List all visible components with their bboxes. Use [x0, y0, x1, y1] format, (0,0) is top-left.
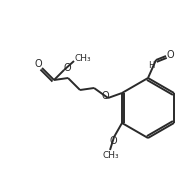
Text: O: O [166, 50, 174, 60]
Text: CH₃: CH₃ [103, 152, 119, 161]
Text: O: O [63, 63, 71, 73]
Text: O: O [101, 91, 109, 101]
Text: O: O [109, 136, 117, 146]
Text: H: H [148, 60, 154, 70]
Text: CH₃: CH₃ [75, 53, 91, 63]
Text: O: O [34, 59, 42, 69]
